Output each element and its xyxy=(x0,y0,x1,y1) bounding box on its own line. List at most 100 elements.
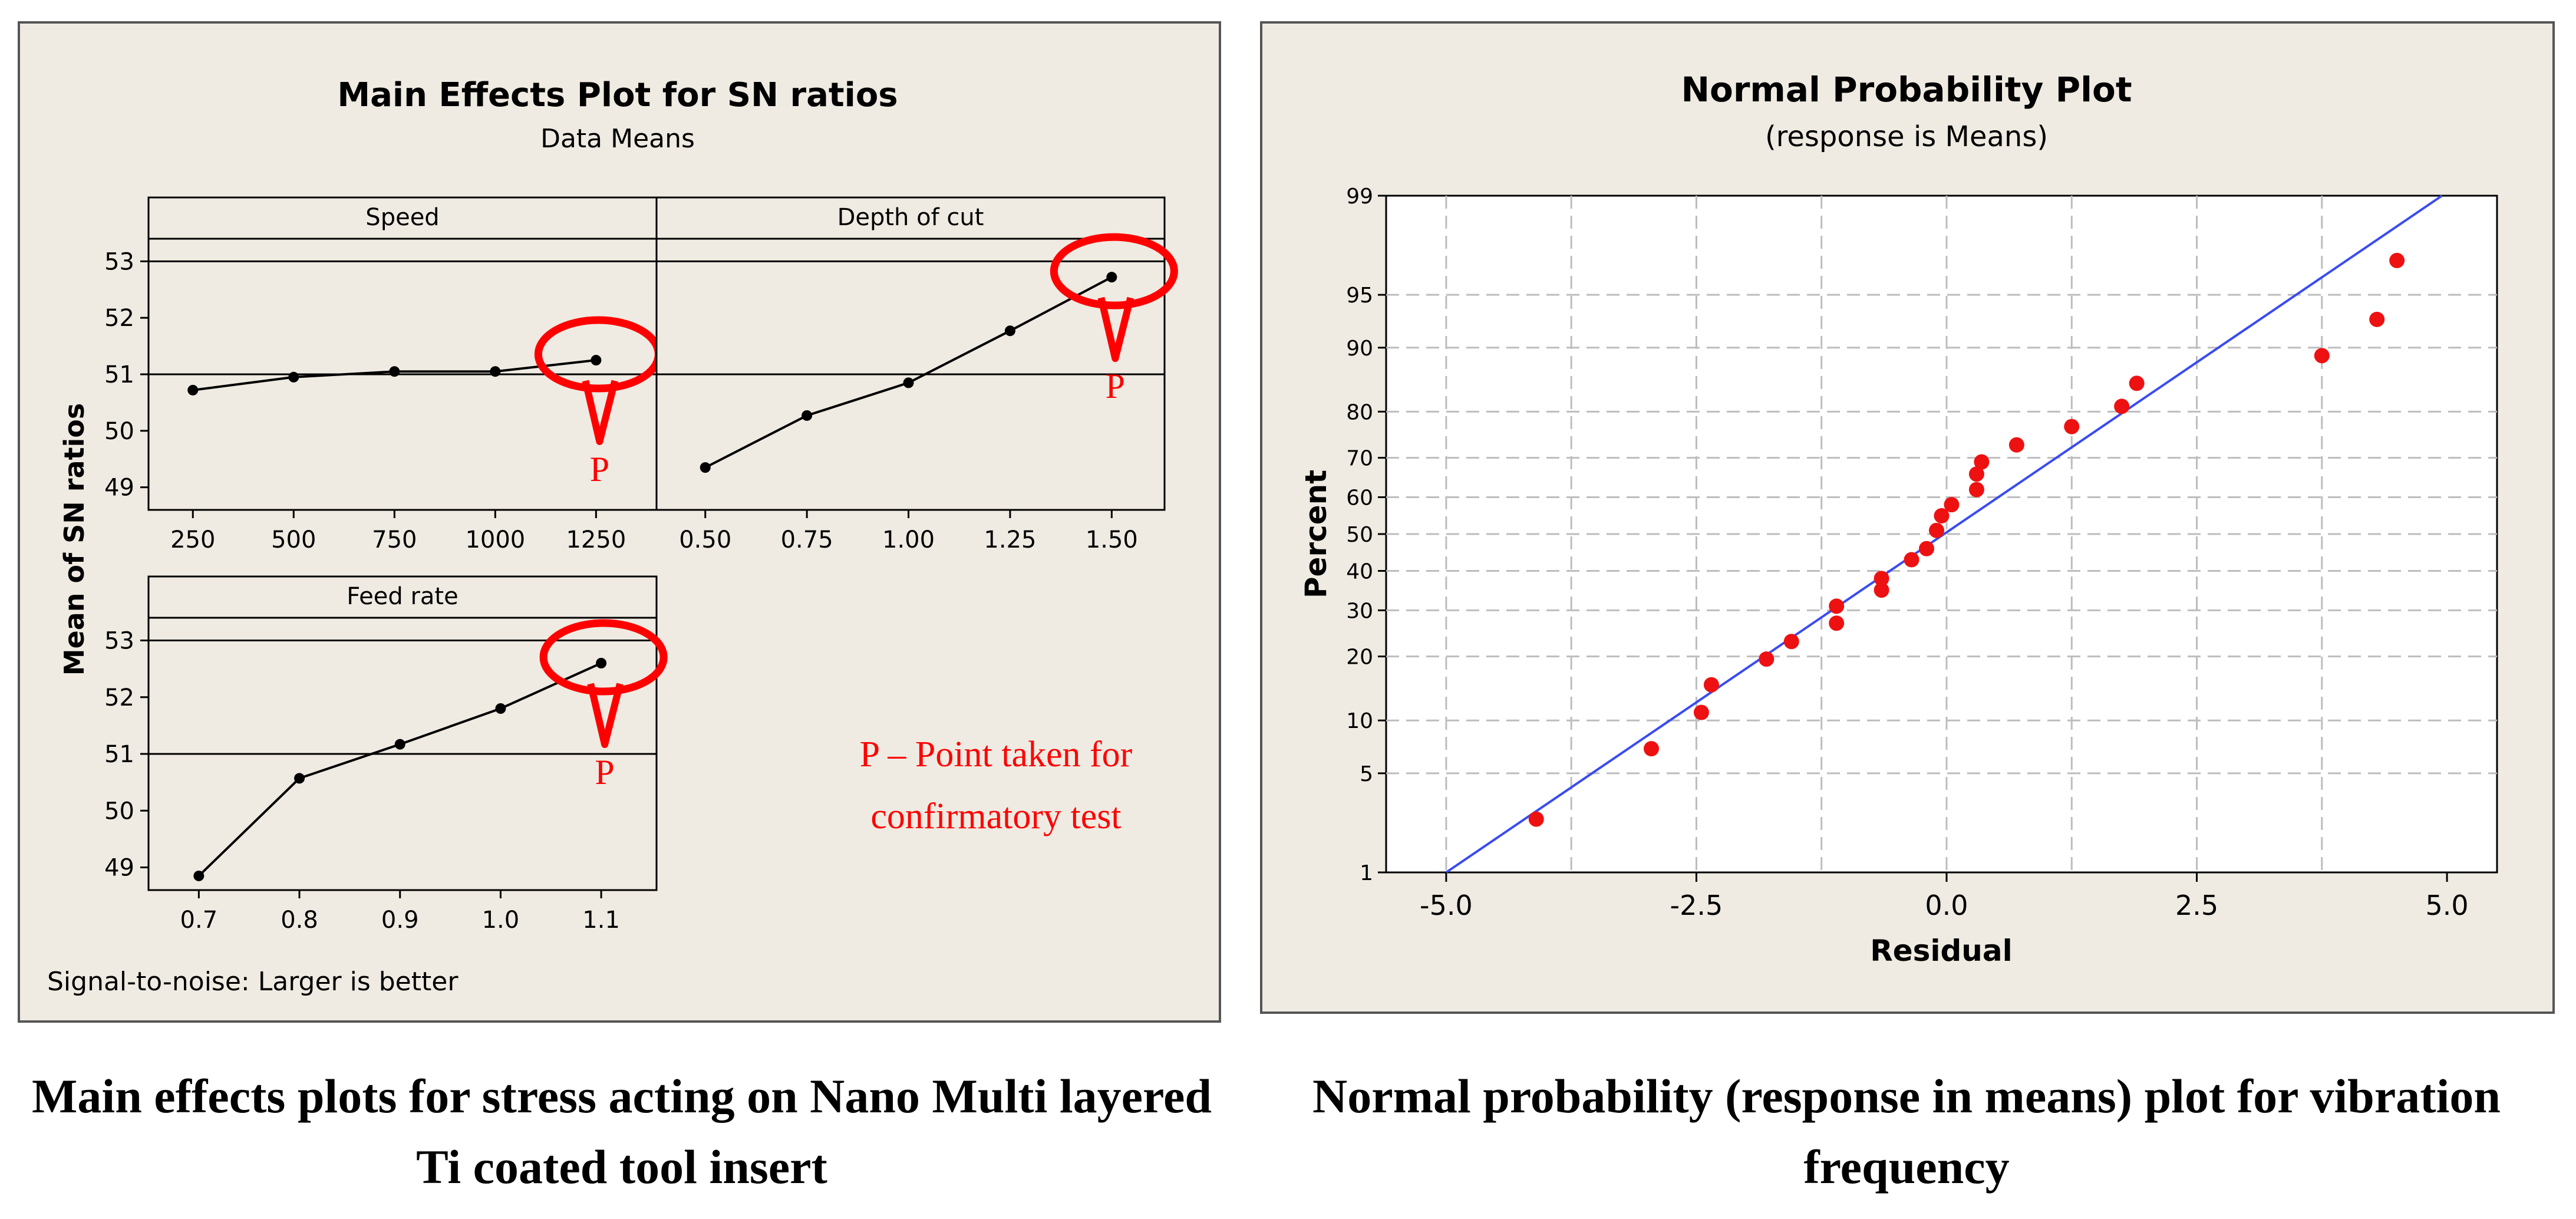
main-effects-y-axis-label: Mean of SN ratios xyxy=(58,403,90,676)
main-effects-figure: Main Effects Plot for SN ratios Data Mea… xyxy=(18,21,1221,1023)
np-residual-point xyxy=(1644,741,1660,757)
np-x-tick-label: 5.0 xyxy=(2426,889,2469,921)
depth-of-cut-reference-lines xyxy=(657,260,1165,375)
feed-rate-reference-lines xyxy=(149,640,657,755)
feed-rate-y-tick-label: 50 xyxy=(104,798,134,825)
feed-rate-x-tick-label: 1.0 xyxy=(482,907,520,934)
depth-of-cut-x-tick-label: 1.25 xyxy=(984,526,1036,554)
depth-of-cut-panel-label: Depth of cut xyxy=(837,204,984,231)
speed-y-tick-label: 53 xyxy=(104,248,134,275)
speed-panel-label: Speed xyxy=(365,204,439,231)
speed-series: P xyxy=(187,316,662,489)
np-residual-point xyxy=(1693,704,1709,720)
np-residual-point xyxy=(2314,348,2330,364)
depth-of-cut-callout-pointer xyxy=(1097,296,1134,363)
np-x-tick-label: -2.5 xyxy=(1670,889,1723,921)
speed-x-ticks: 250 500 750 1000 1250 xyxy=(170,510,626,554)
np-residual-point xyxy=(2389,252,2405,268)
np-residual-point xyxy=(1968,482,1984,498)
np-y-tick-label: 5 xyxy=(1360,762,1373,786)
np-residual-point xyxy=(1944,497,1960,513)
left-figure-caption: Main effects plots for stress acting on … xyxy=(0,1061,1244,1202)
speed-y-tick-label: 50 xyxy=(104,418,134,445)
np-residual-point xyxy=(1829,598,1845,614)
depth-of-cut-data-point xyxy=(700,462,711,473)
normal-probability-fit xyxy=(1445,195,2443,874)
speed-y-tick-label: 51 xyxy=(104,361,134,388)
np-residual-point xyxy=(2008,437,2024,453)
normal-probability-y-ticks: 1 5 10 20 30 40 50 60 70 80 90 95 99 xyxy=(1346,185,1386,885)
confirmatory-note-line2: confirmatory test xyxy=(870,796,1121,836)
feed-rate-callout-pointer xyxy=(587,683,624,748)
normal-probability-points xyxy=(1528,252,2405,827)
speed-callout-pointer xyxy=(582,380,619,446)
np-y-tick-label: 40 xyxy=(1346,560,1373,584)
np-residual-point xyxy=(2064,419,2080,434)
right-caption-line2: frequency xyxy=(1803,1140,2010,1194)
speed-x-tick-label: 1000 xyxy=(465,526,525,554)
depth-of-cut-data-point xyxy=(1004,325,1015,337)
speed-y-ticks: 49 50 51 52 53 xyxy=(104,248,149,502)
feed-rate-data-point xyxy=(495,703,506,714)
depth-of-cut-x-ticks: 0.50 0.75 1.00 1.25 1.50 xyxy=(679,510,1138,554)
speed-data-point xyxy=(288,371,299,383)
np-residual-point xyxy=(1783,634,1799,650)
depth-of-cut-x-tick-label: 0.50 xyxy=(679,526,731,554)
speed-data-point xyxy=(490,366,501,377)
feed-rate-x-ticks: 0.7 0.8 0.9 1.0 1.1 xyxy=(180,890,620,934)
np-residual-point xyxy=(1874,582,1889,598)
right-figure-caption: Normal probability (response in means) p… xyxy=(1261,1061,2552,1202)
np-residual-point xyxy=(1934,508,1950,523)
normal-probability-y-axis-label: Percent xyxy=(1299,470,1333,598)
depth-of-cut-data-point xyxy=(1106,272,1117,283)
feed-rate-x-tick-label: 0.9 xyxy=(381,907,419,934)
normal-probability-figure: Normal Probability Plot (response is Mea… xyxy=(1260,21,2555,1014)
feed-rate-y-tick-label: 49 xyxy=(104,855,134,882)
speed-y-tick-label: 52 xyxy=(104,305,134,332)
feed-rate-x-tick-label: 0.7 xyxy=(180,907,218,934)
speed-y-tick-label: 49 xyxy=(104,475,134,502)
feed-rate-data-point xyxy=(294,773,305,784)
np-y-tick-label: 60 xyxy=(1346,486,1373,510)
feed-rate-data-point xyxy=(394,739,405,750)
np-y-tick-label: 1 xyxy=(1360,861,1373,885)
right-caption-line1: Normal probability (response in means) p… xyxy=(1312,1069,2501,1123)
speed-panel: Speed P 250 500 750 1000 1250 49 50 51 52 53 xyxy=(104,196,662,554)
feed-rate-data-point xyxy=(193,870,205,881)
feed-rate-y-ticks: 49 50 51 52 53 xyxy=(104,628,149,882)
np-y-tick-label: 95 xyxy=(1346,284,1373,308)
speed-data-point xyxy=(389,366,400,377)
np-y-tick-label: 20 xyxy=(1346,645,1373,670)
np-residual-point xyxy=(1919,541,1935,556)
normal-probability-title: Normal Probability Plot xyxy=(1681,70,2132,110)
np-residual-point xyxy=(1703,677,1719,693)
depth-of-cut-x-tick-label: 1.50 xyxy=(1086,526,1138,554)
normal-probability-grid xyxy=(1386,196,2497,872)
np-y-tick-label: 10 xyxy=(1346,709,1373,733)
np-y-tick-label: 70 xyxy=(1346,447,1373,471)
main-effects-title: Main Effects Plot for SN ratios xyxy=(337,76,898,114)
depth-of-cut-data-point xyxy=(903,377,914,388)
depth-of-cut-data-point xyxy=(802,410,813,421)
np-x-tick-label: -5.0 xyxy=(1420,889,1473,921)
normal-probability-subtitle: (response is Means) xyxy=(1765,120,2048,153)
feed-rate-y-tick-label: 51 xyxy=(104,741,134,768)
feed-rate-y-tick-label: 52 xyxy=(104,684,134,711)
feed-rate-callout-ring xyxy=(539,619,668,696)
feed-rate-series: P xyxy=(193,619,668,881)
np-residual-point xyxy=(1829,615,1845,631)
np-residual-point xyxy=(1874,571,1889,587)
left-caption-line2: Ti coated tool insert xyxy=(416,1140,827,1194)
speed-panel-strip xyxy=(147,196,658,240)
speed-data-point xyxy=(591,355,602,366)
np-y-tick-label: 99 xyxy=(1346,185,1373,209)
np-residual-point xyxy=(1528,811,1544,827)
depth-of-cut-callout-letter: P xyxy=(1106,367,1125,406)
np-residual-point xyxy=(1974,454,1990,470)
speed-x-tick-label: 250 xyxy=(170,526,215,554)
np-residual-point xyxy=(2369,311,2385,327)
speed-x-tick-label: 500 xyxy=(271,526,316,554)
normal-probability-x-ticks: -5.0 -2.5 0.0 2.5 5.0 xyxy=(1420,872,2469,921)
